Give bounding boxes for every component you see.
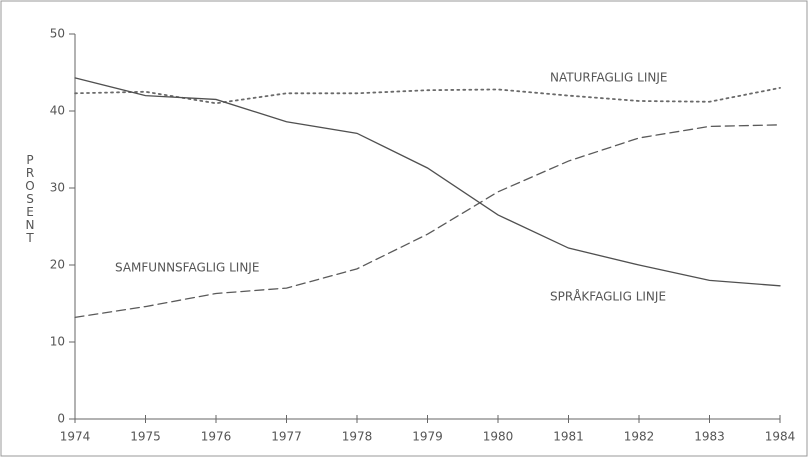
- series-line: [74, 77, 781, 287]
- series-label: NATURFAGLIG LINJE: [550, 71, 667, 85]
- y-axis-label-letter: T: [25, 231, 34, 245]
- x-tick-label: 1983: [694, 430, 725, 444]
- x-tick-label: 1974: [60, 430, 91, 444]
- y-axis-label-letter: S: [26, 192, 34, 206]
- x-tick-label: 1984: [765, 430, 796, 444]
- x-tick-label: 1978: [342, 430, 373, 444]
- x-tick-label: 1981: [553, 430, 584, 444]
- y-tick-label: 30: [50, 181, 65, 195]
- x-tick-label: 1977: [271, 430, 302, 444]
- y-tick-label: 40: [50, 104, 65, 118]
- y-axis-label-letter: N: [26, 218, 35, 232]
- y-axis-label-letter: O: [25, 179, 34, 193]
- y-axis-label-letter: P: [26, 153, 33, 167]
- y-axis-label-letter: E: [26, 205, 34, 219]
- y-tick-label: 50: [50, 27, 65, 41]
- y-tick-label: 0: [57, 412, 65, 426]
- y-axis-label-letter: R: [26, 166, 34, 180]
- x-tick-label: 1975: [130, 430, 161, 444]
- y-tick-label: 20: [50, 258, 65, 272]
- x-tick-label: 1976: [201, 430, 232, 444]
- x-tick-label: 1979: [412, 430, 443, 444]
- series-line: [74, 124, 781, 319]
- x-tick-label: 1982: [624, 430, 655, 444]
- series-label: SPRÅKFAGLIG LINJE: [550, 289, 666, 304]
- x-tick-label: 1980: [483, 430, 514, 444]
- y-tick-label: 10: [50, 335, 65, 349]
- series-line: [74, 87, 781, 105]
- series-label: SAMFUNNSFAGLIG LINJE: [115, 261, 259, 275]
